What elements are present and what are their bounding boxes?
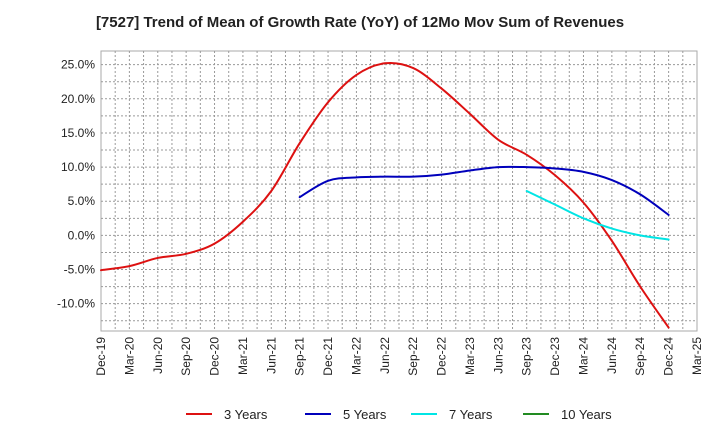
series-line-5-years: [298, 165, 670, 216]
legend: 3 Years 5 Years 7 Years 10 Years: [186, 407, 612, 422]
x-tick-label: Mar-24: [576, 337, 590, 375]
y-tick-label: 0.0%: [68, 228, 96, 242]
x-tick-label: Jun-20: [151, 337, 165, 374]
chart-title: [7527] Trend of Mean of Growth Rate (YoY…: [95, 14, 625, 31]
x-tick-label: Dec-24: [662, 337, 676, 376]
x-tick-label: Mar-21: [236, 337, 250, 375]
x-tick-label: Jun-21: [264, 337, 278, 374]
legend-label-5-years: 5 Years: [343, 407, 387, 422]
x-tick-label: Mar-23: [463, 337, 477, 375]
x-tick-label: Dec-23: [548, 337, 562, 376]
x-tick-label: Sep-23: [520, 337, 534, 376]
y-tick-label: 15.0%: [61, 126, 95, 140]
y-tick-label: -5.0%: [64, 263, 96, 277]
x-tick-label: Sep-24: [633, 337, 647, 376]
x-tick-label: Jun-23: [491, 337, 505, 374]
y-tick-label: 25.0%: [61, 58, 95, 72]
x-tick-label: Dec-22: [435, 337, 449, 376]
axes: 25.0% 20.0% 15.0% 10.0% 5.0% 0.0% -5.0% -10.0% D…: [57, 58, 704, 376]
y-tick-label: -10.0%: [57, 297, 95, 311]
y-tick-label: 5.0%: [68, 194, 96, 208]
x-tick-label: Jun-24: [605, 337, 619, 374]
series-line-7-years: [525, 190, 670, 241]
x-tick-label: Dec-21: [321, 337, 335, 376]
x-tick-label: Sep-20: [179, 337, 193, 376]
y-tick-label: 20.0%: [61, 92, 95, 106]
x-tick-label: Mar-22: [349, 337, 363, 375]
legend-label-3-years: 3 Years: [224, 407, 268, 422]
legend-label-10-years: 10 Years: [561, 407, 612, 422]
y-tick-label: 10.0%: [61, 160, 95, 174]
series-line-3-years: [100, 61, 670, 329]
x-tick-label: Dec-19: [94, 337, 108, 376]
series-lines: [100, 61, 670, 329]
legend-label-7-years: 7 Years: [449, 407, 493, 422]
x-tick-label: Jun-22: [378, 337, 392, 374]
x-tick-label: Dec-20: [208, 337, 222, 376]
x-tick-label: Mar-20: [122, 337, 136, 375]
x-tick-label: Sep-22: [406, 337, 420, 376]
x-tick-label: Mar-25: [690, 337, 704, 375]
x-tick-label: Sep-21: [293, 337, 307, 376]
